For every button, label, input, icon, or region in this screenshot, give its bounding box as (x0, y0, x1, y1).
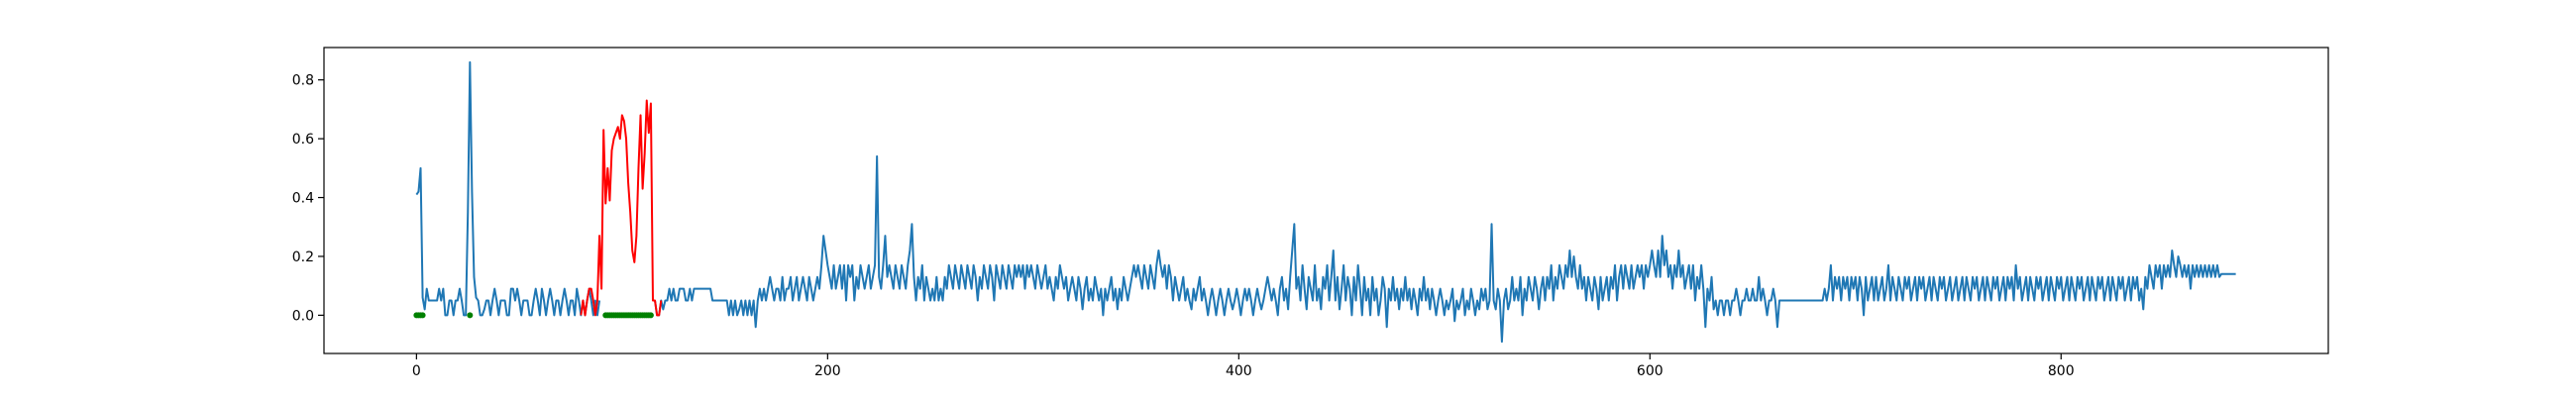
y-tick-label-2: 0.4 (292, 191, 314, 207)
y-tick-label-4: 0.8 (292, 73, 314, 89)
plot-frame (323, 47, 2329, 354)
series-0-line-1 (654, 154, 2236, 344)
x-tick-label-2: 400 (1226, 363, 1252, 379)
x-tick-label-1: 200 (814, 363, 841, 379)
series-2-marker-4 (467, 312, 474, 319)
y-tick-label-0: 0.0 (292, 308, 314, 324)
series-0-line-0 (415, 60, 601, 317)
series-2-marker-27 (647, 312, 654, 319)
y-tick-label-1: 0.2 (292, 250, 314, 265)
series-1-line-0 (580, 99, 663, 317)
x-tick-label-4: 800 (2048, 363, 2075, 379)
x-tick-label-3: 600 (1637, 363, 1664, 379)
y-tick-label-3: 0.6 (292, 132, 314, 148)
series-2-marker-3 (419, 312, 426, 319)
axes-layer: 0 200 400 600 800 0.0 0.2 0.4 0.6 0.8 (292, 47, 2329, 379)
series-layer (413, 60, 2236, 344)
x-tick-label-0: 0 (412, 363, 421, 379)
